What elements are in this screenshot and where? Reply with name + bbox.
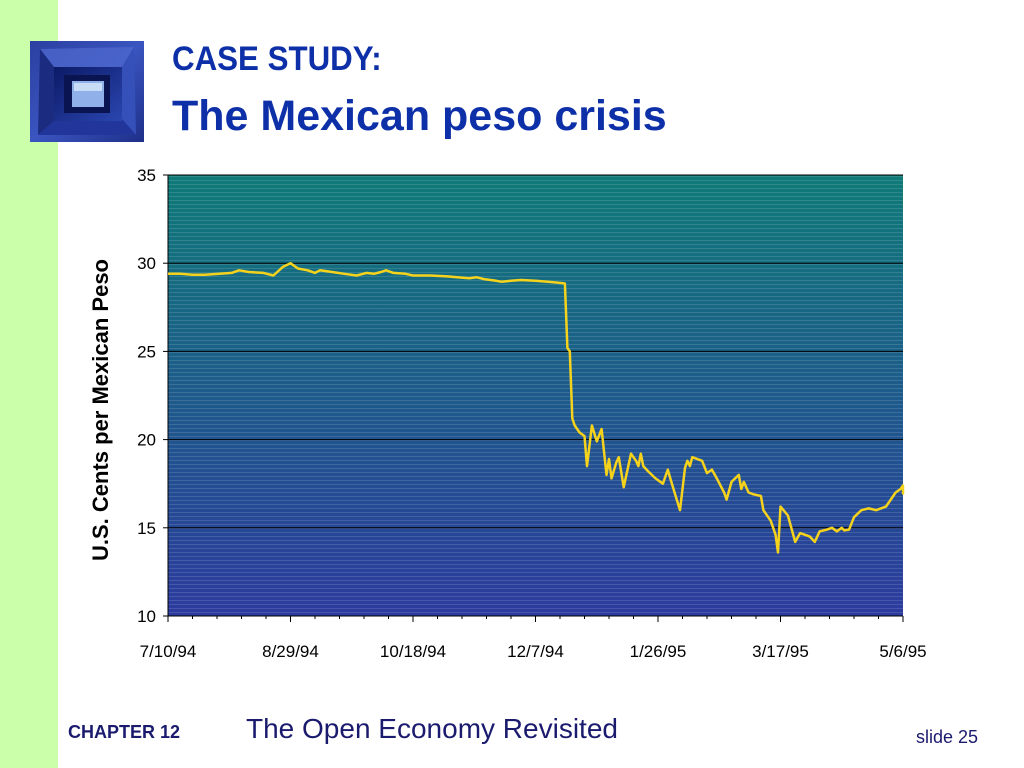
plot-area: [168, 175, 903, 616]
x-tick-label: 10/18/94: [380, 642, 446, 661]
x-tick-label: 3/17/95: [752, 642, 809, 661]
x-tick-labels: 7/10/94 8/29/94 10/18/94 12/7/94 1/26/95 3/17…: [140, 642, 927, 661]
gridlines: [168, 174, 903, 529]
x-tick-label: 5/6/95: [879, 642, 926, 661]
footer-chapter-title: The Open Economy Revisited: [246, 713, 618, 744]
plot-stripes: [168, 175, 903, 616]
slide-title-case-study: CASE STUDY:: [172, 40, 382, 78]
y-tick-label: 30: [137, 254, 156, 273]
x-tick-label: 8/29/94: [262, 642, 319, 661]
series-line-0: [168, 261, 905, 554]
x-tick-label: 1/26/95: [630, 642, 687, 661]
series-lines: [168, 261, 905, 554]
y-tick-label: 20: [137, 431, 156, 450]
axes: [163, 174, 904, 622]
x-tick-label: 7/10/94: [140, 642, 197, 661]
y-axis-label: U.S. Cents per Mexican Peso: [88, 259, 113, 561]
footer-slide-number: slide 25: [916, 727, 979, 747]
y-tick-label: 10: [137, 607, 156, 626]
y-tick-label: 15: [137, 519, 156, 538]
window-shaft-logo: [30, 41, 144, 142]
footer-chapter-label: CHAPTER 12: [68, 722, 181, 742]
x-tick-label: 12/7/94: [507, 642, 564, 661]
y-tick-label: 25: [137, 342, 156, 361]
y-tick-labels: 10 15 20 25 30 35: [137, 166, 156, 626]
slide-title-main: The Mexican peso crisis: [172, 92, 667, 140]
y-tick-label: 35: [137, 166, 156, 185]
